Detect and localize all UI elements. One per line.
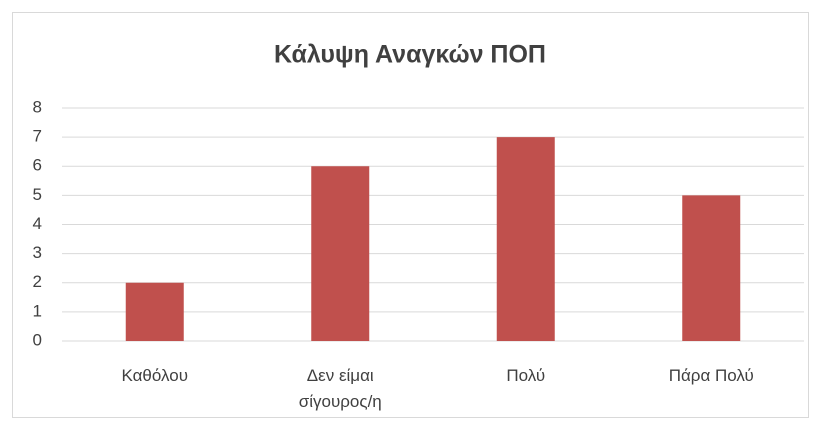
y-tick-label: 1 <box>33 301 42 320</box>
y-tick-label: 8 <box>33 97 42 116</box>
bar <box>125 282 184 341</box>
x-tick-label: Δεν είμαι σίγουρος/η <box>298 366 382 411</box>
y-tick-label: 3 <box>33 243 42 262</box>
chart-border <box>12 12 809 418</box>
bar <box>311 166 370 341</box>
bar <box>496 137 555 341</box>
y-tick-label: 0 <box>33 330 42 349</box>
bar <box>682 195 741 341</box>
y-tick-label: 2 <box>33 272 42 291</box>
y-tick-label: 6 <box>33 156 42 175</box>
y-tick-label: 7 <box>33 127 42 146</box>
y-tick-label: 5 <box>33 185 42 204</box>
x-tick-label: Πολύ <box>506 366 546 385</box>
x-tick-label: Πάρα Πολύ <box>668 366 754 385</box>
y-tick-label: 4 <box>33 214 42 233</box>
chart-title: Κάλυψη Αναγκών ΠΟΠ <box>274 41 546 69</box>
x-tick-label: Καθόλου <box>121 366 189 385</box>
